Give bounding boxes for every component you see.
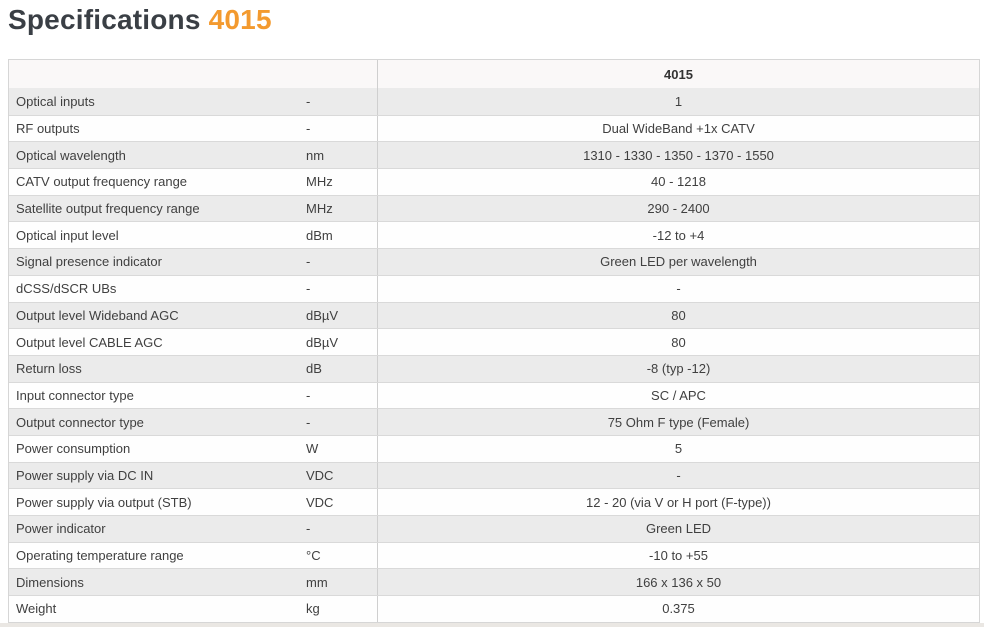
table-row: Output level CABLE AGC dBµV 80 [9,328,979,355]
table-row: RF outputs - Dual WideBand +1x CATV [9,114,979,142]
row-unit-cell: - [306,93,311,109]
row-value-cell: -8 (typ -12) [377,355,979,382]
header-label-cell [9,60,301,88]
row-value-cell: 75 Ohm F type (Female) [377,409,979,435]
page-title-model: 4015 [208,4,272,35]
table-row: Power indicator - Green LED [9,515,979,542]
row-unit-cell: - [306,281,311,297]
row-label-cell: Operating temperature range [16,548,184,564]
row-label-cell: Signal presence indicator [16,254,162,270]
row-label-cell: Power consumption [16,441,131,457]
table-row: Optical wavelength nm 1310 - 1330 - 1350 -… [9,141,979,169]
row-label-cell: Output connector type [16,414,144,430]
row-value-cell: 1 [377,88,979,115]
row-value-cell: 290 - 2400 [377,195,979,222]
table-row: Optical inputs - 1 [9,88,979,115]
table-row: CATV output frequency range MHz 40 - 1218 [9,168,979,195]
row-unit-cell: - [306,254,311,270]
row-value-cell: Dual WideBand +1x CATV [377,115,979,142]
row-label-cell: Return loss [16,361,82,377]
row-label-cell: Power indicator [16,521,106,537]
row-label-cell: Optical inputs [16,93,95,109]
row-unit-cell: nm [306,147,325,163]
row-value-cell: 40 - 1218 [377,169,979,195]
row-unit-cell: dB [306,361,322,377]
row-label-cell: Power supply via output (STB) [16,494,192,510]
row-unit-cell: - [306,521,311,537]
row-value-cell: -12 to +4 [377,222,979,249]
table-body: Optical inputs - 1 RF outputs - Dual WideBand… [9,88,979,622]
row-unit-cell: VDC [306,494,334,510]
row-label-cell: Optical wavelength [16,147,126,163]
header-value-cell: 4015 [377,60,979,88]
row-label-cell: dCSS/dSCR UBs [16,281,117,297]
row-unit-cell: VDC [306,467,334,483]
table-row: Input connector type - SC / APC [9,381,979,409]
table-row: Weight kg 0.375 [9,595,979,622]
table-row: Return loss dB -8 (typ -12) [9,354,979,382]
row-value-cell: Green LED [377,516,979,542]
row-value-cell: - [377,462,979,489]
header-unit-cell [301,60,377,88]
page-background-strip [0,622,984,627]
table-row: Output level Wideband AGC dBµV 80 [9,301,979,329]
row-value-cell: - [377,275,979,302]
spec-table: 4015 Optical inputs - 1 RF outputs - Dual Wid… [8,59,980,623]
row-unit-cell: MHz [306,174,333,190]
table-row: Output connector type - 75 Ohm F type (Fem… [9,408,979,435]
table-row: Satellite output frequency range MHz 290 -… [9,194,979,222]
row-label-cell: Output level CABLE AGC [16,334,163,350]
table-row: Power consumption W 5 [9,434,979,462]
row-unit-cell: - [306,387,311,403]
row-label-cell: RF outputs [16,121,80,137]
table-row: Power supply via output (STB) VDC 12 - 20 … [9,488,979,515]
row-value-cell: 166 x 136 x 50 [377,569,979,596]
page-title-text: Specifications [8,4,201,35]
row-value-cell: 80 [377,302,979,329]
row-label-cell: Output level Wideband AGC [16,307,179,323]
row-unit-cell: - [306,121,311,137]
row-unit-cell: MHz [306,201,333,217]
row-value-cell: 5 [377,435,979,462]
row-unit-cell: kg [306,601,320,617]
row-label-cell: Dimensions [16,574,84,590]
table-row: Optical input level dBm -12 to +4 [9,221,979,249]
row-value-cell: 12 - 20 (via V or H port (F-type)) [377,489,979,515]
row-value-cell: 0.375 [377,596,979,622]
row-unit-cell: dBµV [306,307,339,323]
row-label-cell: Weight [16,601,57,617]
row-unit-cell: W [306,441,319,457]
table-row: Dimensions mm 166 x 136 x 50 [9,568,979,596]
row-unit-cell: mm [306,574,328,590]
table-row: dCSS/dSCR UBs - - [9,274,979,302]
table-header-row: 4015 [9,60,979,88]
row-unit-cell: dBµV [306,334,339,350]
row-label-cell: CATV output frequency range [16,174,188,190]
table-row: Signal presence indicator - Green LED per … [9,248,979,275]
row-value-cell: SC / APC [377,382,979,409]
row-unit-cell: - [306,414,311,430]
table-row: Power supply via DC IN VDC - [9,461,979,489]
row-value-cell: 1310 - 1330 - 1350 - 1370 - 1550 [377,142,979,169]
row-label-cell: Satellite output frequency range [16,201,200,217]
row-label-cell: Power supply via DC IN [16,467,154,483]
row-unit-cell: dBm [306,227,333,243]
row-unit-cell: °C [306,548,321,564]
row-label-cell: Optical input level [16,227,119,243]
row-value-cell: Green LED per wavelength [377,249,979,275]
row-value-cell: 80 [377,329,979,355]
row-value-cell: -10 to +55 [377,542,979,569]
page-title: Specifications 4015 [0,4,984,36]
table-row: Operating temperature range °C -10 to +55 [9,541,979,569]
row-label-cell: Input connector type [16,387,134,403]
